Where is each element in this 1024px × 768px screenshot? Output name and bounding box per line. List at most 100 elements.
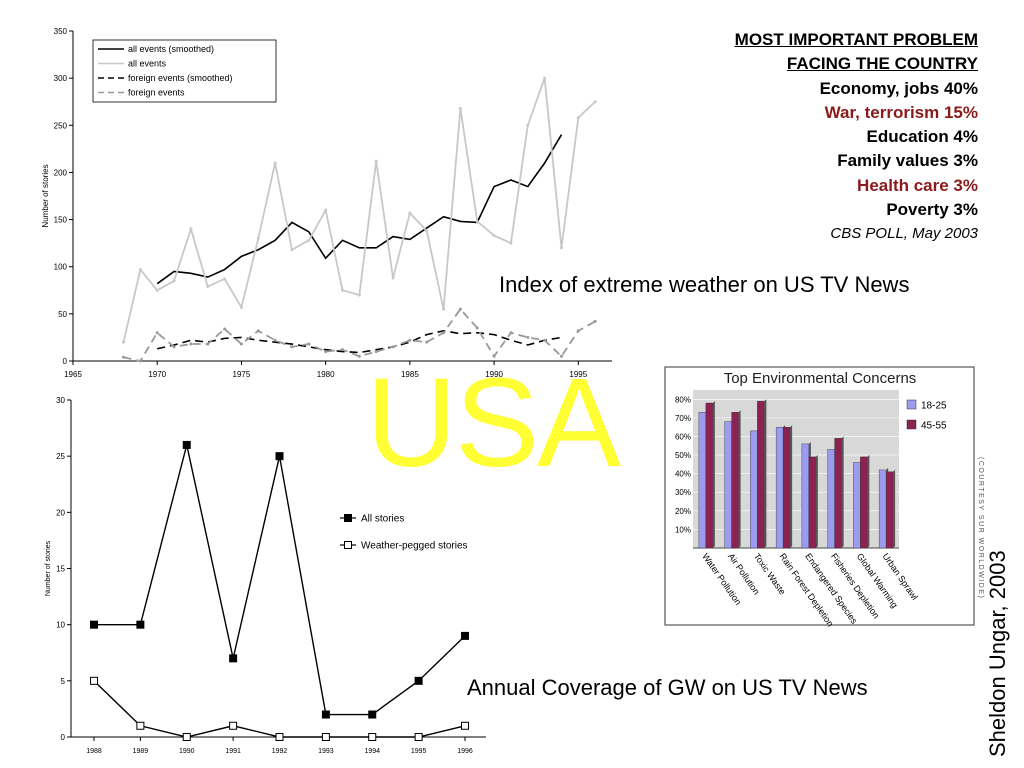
x-tick-label: 1975 [233,370,251,379]
data-point [189,227,193,231]
y-axis-label: Number of stories [45,540,52,596]
data-point [172,345,176,349]
data-point [509,241,513,245]
legend-swatch-marker [344,514,352,522]
bar [775,426,784,549]
y-tick-label: 40% [675,470,691,479]
data-point [206,285,210,289]
data-point [90,620,98,629]
poll-item: Health care 3% [857,175,978,195]
data-point [543,76,547,80]
data-point [138,268,142,272]
x-tick-label: 1989 [133,748,149,755]
data-point [206,342,210,346]
y-tick-label: 30% [675,488,691,497]
data-point [559,354,563,358]
data-point [442,331,446,335]
bar-side [815,454,818,548]
y-tick-label: 20% [675,507,691,516]
legend-entry: foreign events [128,88,185,98]
data-point [414,676,423,685]
data-point [461,631,469,640]
x-tick-label: 1995 [569,370,587,379]
data-point [155,288,159,292]
gw-caption: Annual Coverage of GW on US TV News [467,675,868,700]
bar [885,471,894,549]
y-tick-label: 250 [54,121,68,130]
data-point [357,293,361,297]
x-tick-label: 1988 [86,748,102,755]
y-tick-label: 10 [56,621,65,630]
y-tick-label: 60% [675,432,691,441]
data-point [442,307,446,311]
data-point [391,276,395,280]
legend-entry: Weather-pegged stories [361,541,468,552]
bar [878,469,887,549]
y-tick-label: 70% [675,414,691,423]
extreme-weather-chart: 0 50 100 150 200 250 300 350 1965 1970 1975 1980 198… [41,27,612,379]
bar [782,426,791,549]
data-point [273,338,277,342]
y-tick-label: 10% [675,525,691,534]
data-point [559,246,563,250]
data-point [425,229,429,233]
data-point [182,440,191,449]
poll-item: Family values 3% [837,151,978,171]
bar [750,430,758,549]
legend-swatch [906,419,917,430]
environmental-concerns-chart: Top Environmental Concerns 10% 20% 30% 40% 50… [664,366,984,627]
author-credit: Sheldon Ungar, 2003 [985,550,1010,757]
data-point [341,288,344,292]
legend-entry: 45-55 [921,421,947,432]
x-tick-label: 1992 [272,748,288,755]
data-point [155,331,159,335]
data-point [321,710,330,719]
data-point [543,338,547,342]
weather-caption: Index of extreme weather on US TV News [499,272,910,297]
series-line-foreign-events [123,307,596,363]
data-point [223,277,227,281]
x-tick-label: 1970 [148,370,166,379]
y-tick-label: 15 [56,565,65,574]
data-point [239,305,243,309]
data-point [593,100,597,104]
cbs-poll-box: MOST IMPORTANT PROBLEM FACING THE COUNTR… [735,28,978,247]
y-tick-label: 100 [54,263,68,272]
data-point [475,326,479,330]
data-point [391,345,395,349]
data-point [172,279,176,283]
poll-source: CBS POLL, May 2003 [830,225,978,243]
data-point [90,676,98,685]
data-point [475,219,479,223]
y-tick-label: 150 [54,216,68,225]
legend-entry: all events (smoothed) [128,44,214,54]
legend-swatch [906,399,917,410]
x-tick-label: 1995 [411,748,427,755]
y-tick-label: 25 [56,452,65,461]
data-point [368,710,377,719]
data-point [290,345,294,349]
data-point [273,161,277,165]
data-point [414,733,423,741]
legend-entry: 18-25 [921,401,947,412]
data-point [189,342,193,346]
data-point [223,327,227,331]
bar [834,438,842,549]
bar-side [893,469,896,548]
y-tick-label: 200 [54,168,68,177]
data-point [138,359,142,363]
data-point [229,654,238,663]
y-tick-label: 20 [56,508,65,517]
data-point [509,331,513,335]
bar-side [764,399,767,548]
y-tick-label: 0 [61,733,66,742]
data-point [458,307,462,311]
x-tick-label: 1990 [485,370,503,379]
data-point [256,236,260,240]
bar [860,456,868,549]
data-point [182,733,191,741]
x-tick-label: 1985 [401,370,419,379]
poll-item: Economy, jobs 40% [819,78,978,98]
y-tick-label: 30 [56,396,65,405]
bar-side [867,454,870,548]
